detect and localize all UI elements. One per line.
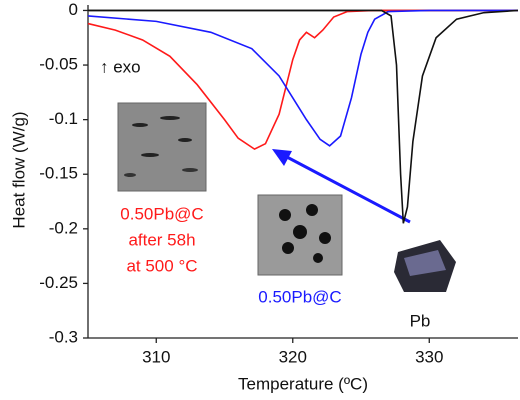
annotation: 0.50Pb@C [258,287,341,306]
x-tick-label: 310 [142,347,170,366]
arrow [272,149,411,224]
annotation: ↑ exo [100,57,141,76]
annotation: Pb [410,311,431,330]
y-tick-label: -0.15 [39,164,78,183]
micrograph-red [117,102,207,192]
micrograph-blue [257,194,343,276]
y-tick-label: -0.3 [49,327,78,346]
y-tick-label: 0 [69,0,78,19]
pb-photo [394,240,456,292]
annotation: 0.50Pb@C [120,204,203,223]
x-axis-label: Temperature (ºC) [238,374,368,393]
x-tick-label: 320 [279,347,307,366]
data-line [88,9,519,224]
annotation: at 500 °C [126,256,197,275]
y-tick-label: -0.25 [39,273,78,292]
data-line [87,9,518,151]
y-tick-label: -0.2 [49,218,78,237]
y-axis-label: Heat flow (W/g) [9,111,28,228]
y-tick-label: -0.05 [39,55,78,74]
x-tick-label: 330 [415,347,443,366]
data-line [87,9,518,147]
annotation: after 58h [128,230,195,249]
y-tick-label: -0.1 [49,109,78,128]
